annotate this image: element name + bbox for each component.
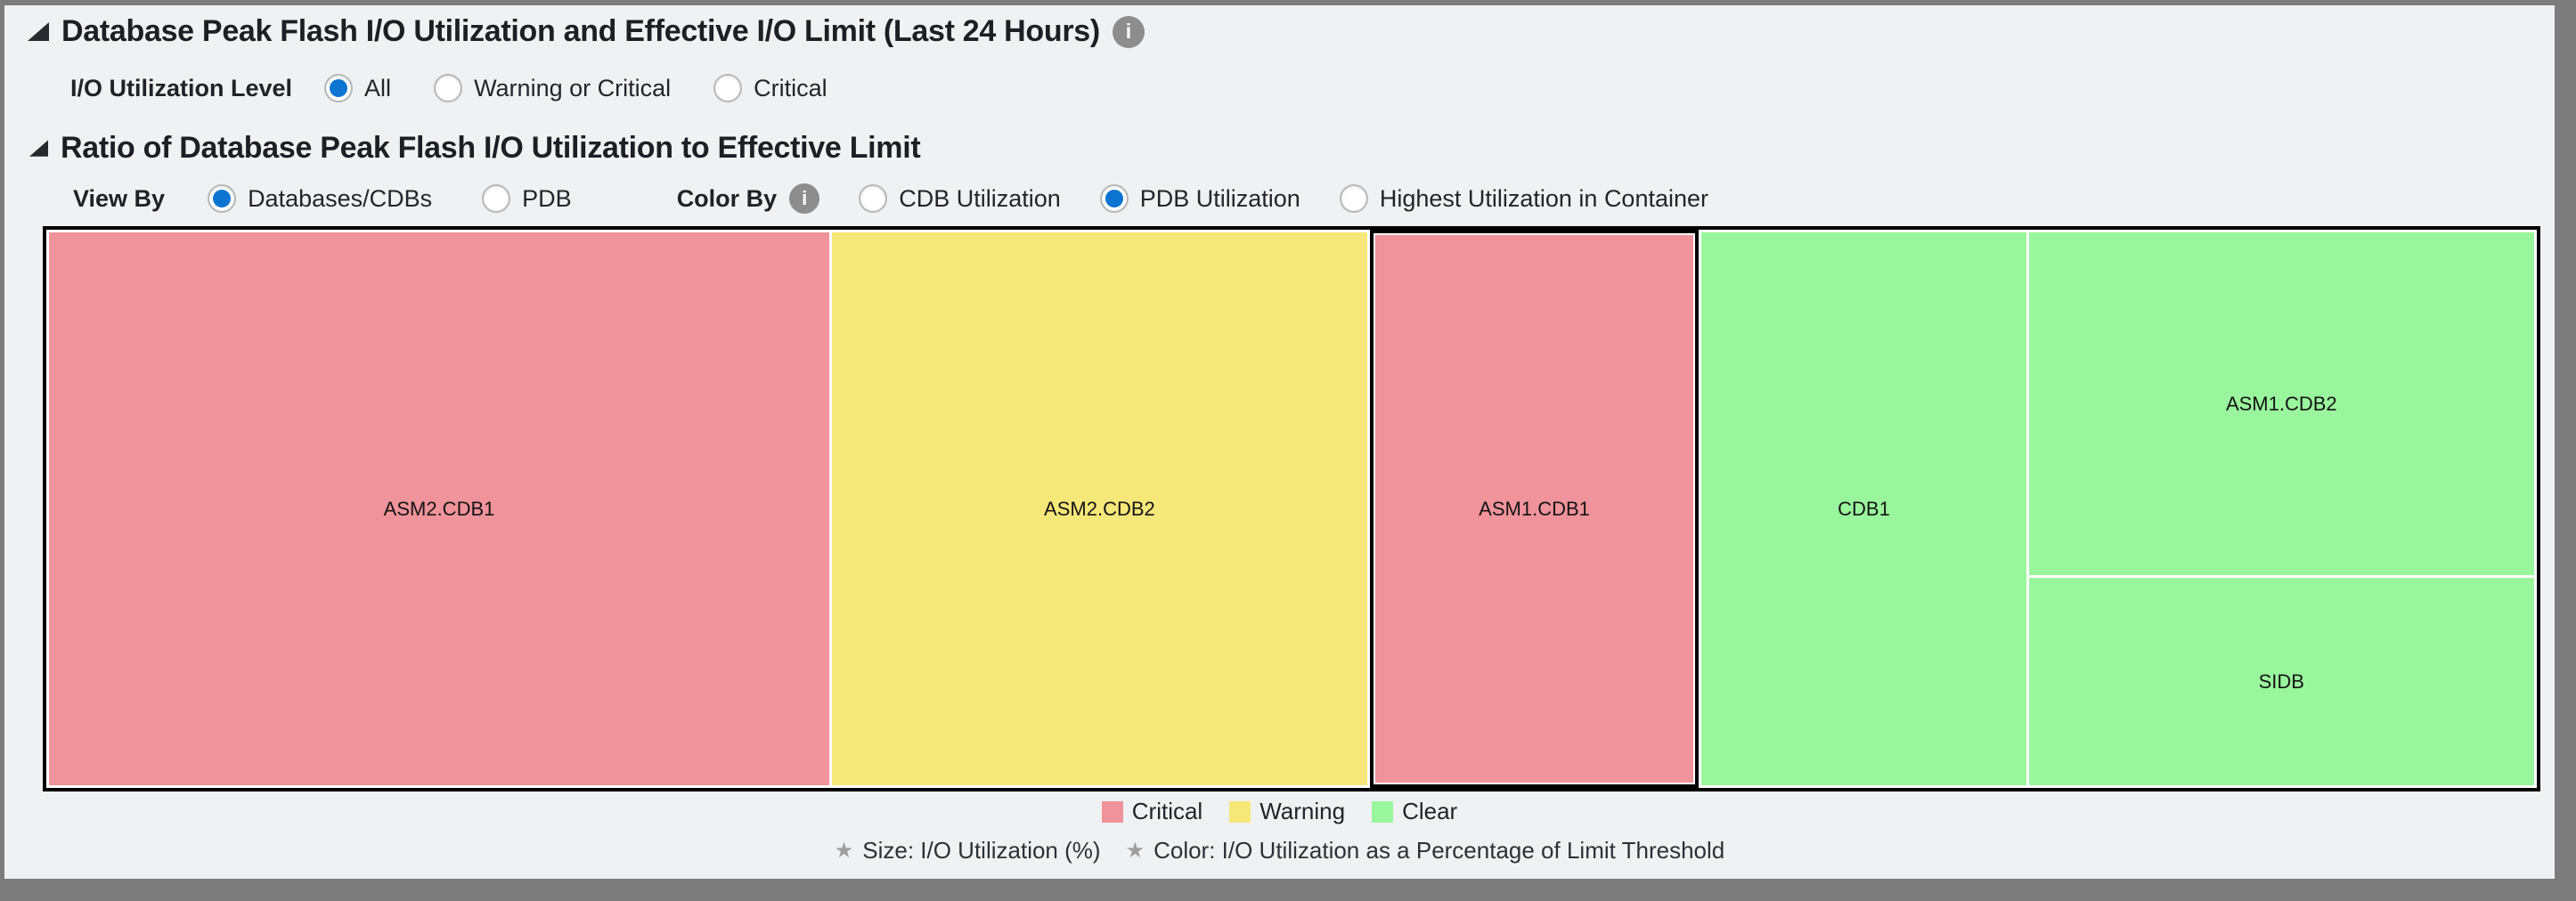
legend-label: Critical [1131,798,1203,824]
radio-color-highest-utilization[interactable]: Highest Utilization in Container [1339,184,1709,213]
radio-label: PDB Utilization [1139,184,1300,212]
collapse-section-icon[interactable] [29,140,48,157]
radio-circle [859,184,888,213]
color-by-label: Color By [676,184,778,212]
radio-circle [434,74,463,102]
treemap-cell-asm1-cdb2[interactable]: ASM1.CDB2 [2028,232,2534,576]
legend-swatch-warning [1229,800,1251,823]
treemap-legend: Critical Warning Clear [4,798,2555,825]
radio-label: Highest Utilization in Container [1379,184,1709,212]
page-title: Database Peak Flash I/O Utilization and … [61,14,1100,48]
treemap-cell-label: SIDB [2258,670,2304,693]
legend-swatch-clear [1372,800,1394,823]
ratio-section-header: Ratio of Database Peak Flash I/O Utiliza… [29,131,2555,166]
utilization-level-controls: I/O Utilization Level All Warning or Cri… [70,74,2555,102]
treemap-footnotes: ★ Size: I/O Utilization (%) ★ Color: I/O… [4,837,2555,864]
treemap-cell-asm1-cdb1[interactable]: ASM1.CDB1 [1369,230,1700,788]
treemap-cell-cdb1[interactable]: CDB1 [1701,232,2026,785]
legend-item-critical: Critical [1101,798,1203,825]
radio-label: Warning or Critical [474,74,672,101]
radio-label: Critical [754,74,827,101]
treemap-right-column: ASM1.CDB2 SIDB [2028,232,2534,785]
radio-circle [482,184,511,213]
treemap-cell-label: ASM1.CDB2 [2225,392,2337,415]
star-icon: ★ [834,838,854,863]
view-by-label: View By [73,184,166,212]
ratio-section-controls: View By Databases/CDBs PDB Color By i [73,183,2555,214]
radio-circle [713,74,743,102]
treemap-cell-sidb[interactable]: SIDB [2028,578,2534,785]
treemap-container: ASM2.CDB1 ASM2.CDB2 ASM1.CDB1 CDB1 ASM1.… [43,226,2540,791]
legend-swatch-critical [1101,800,1123,823]
treemap-cell-label: ASM2.CDB1 [383,497,495,520]
color-by-group: Color By i CDB Utilization PDB Utilizati… [677,183,1708,214]
star-icon: ★ [1125,838,1145,863]
legend-label: Warning [1259,798,1346,824]
ratio-section-title: Ratio of Database Peak Flash I/O Utiliza… [61,131,921,165]
treemap-cell-asm2-cdb1[interactable]: ASM2.CDB1 [49,232,830,785]
footnote-size: ★ Size: I/O Utilization (%) [835,837,1101,864]
radio-label: PDB [522,184,572,212]
radio-circle [1339,184,1368,213]
radio-circle [208,184,237,213]
radio-label: All [364,74,392,101]
radio-utilization-all[interactable]: All [324,74,391,102]
radio-circle [324,74,354,102]
treemap-cell-label: ASM2.CDB2 [1044,497,1155,520]
view-by-group: View By Databases/CDBs PDB [73,184,572,213]
treemap-cell-label: CDB1 [1838,497,1890,520]
radio-utilization-warning-or-critical[interactable]: Warning or Critical [434,74,671,102]
main-section-header: Database Peak Flash I/O Utilization and … [28,14,2555,49]
radio-view-databases-cdbs[interactable]: Databases/CDBs [208,184,432,213]
utilization-level-label: I/O Utilization Level [70,74,293,101]
footnote-text: Size: I/O Utilization (%) [862,837,1101,864]
radio-label: Databases/CDBs [248,184,433,212]
treemap: ASM2.CDB1 ASM2.CDB2 ASM1.CDB1 CDB1 ASM1.… [43,226,2540,791]
legend-label: Clear [1402,798,1458,824]
treemap-cell-label: ASM1.CDB1 [1479,497,1590,520]
treemap-cell-asm2-cdb2[interactable]: ASM2.CDB2 [832,232,1367,785]
radio-color-pdb-utilization[interactable]: PDB Utilization [1099,184,1300,213]
legend-item-warning: Warning [1229,798,1345,825]
collapse-section-icon[interactable] [28,22,49,41]
radio-color-cdb-utilization[interactable]: CDB Utilization [859,184,1061,213]
legend-item-clear: Clear [1372,798,1457,825]
footnote-text: Color: I/O Utilization as a Percentage o… [1153,837,1725,864]
radio-label: CDB Utilization [899,184,1061,212]
radio-utilization-critical[interactable]: Critical [713,74,827,102]
info-icon[interactable]: i [1112,15,1145,48]
radio-circle [1099,184,1129,213]
info-icon[interactable]: i [789,183,820,214]
footnote-color: ★ Color: I/O Utilization as a Percentage… [1126,837,1725,864]
radio-view-pdb[interactable]: PDB [482,184,572,213]
